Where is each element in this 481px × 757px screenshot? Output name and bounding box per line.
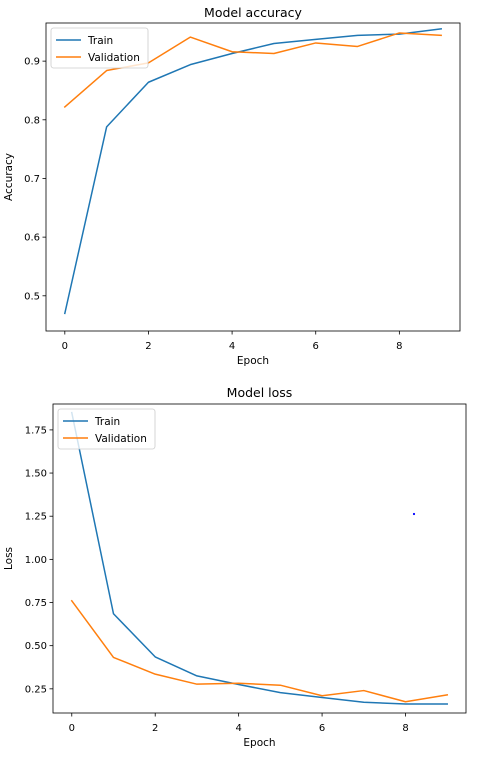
y-tick-label: 0.25 bbox=[25, 684, 47, 695]
y-tick-label: 0.7 bbox=[24, 174, 40, 185]
y-tick-label: 1.25 bbox=[25, 512, 47, 523]
x-tick-label: 0 bbox=[62, 341, 68, 352]
y-axis-label: Accuracy bbox=[3, 153, 15, 201]
chart-title: Model accuracy bbox=[204, 5, 303, 20]
legend-label-train: Train bbox=[87, 35, 113, 47]
legend-box bbox=[57, 408, 156, 450]
y-axis-label: Loss bbox=[3, 547, 15, 570]
legend: Train Validation bbox=[57, 408, 156, 450]
y-tick-label: 0.9 bbox=[24, 57, 40, 68]
y-tick-label: 1.75 bbox=[25, 425, 47, 436]
y-tick-label: 0.8 bbox=[24, 115, 40, 126]
x-tick-label: 8 bbox=[396, 341, 402, 352]
legend-label-validation: Validation bbox=[95, 433, 147, 445]
series-line-train bbox=[63, 28, 443, 315]
x-axis-label: Epoch bbox=[243, 737, 275, 749]
x-tick-label: 6 bbox=[313, 341, 319, 352]
axes-frame bbox=[52, 403, 467, 714]
x-tick-label: 2 bbox=[152, 723, 158, 734]
x-tick-label: 8 bbox=[402, 723, 408, 734]
x-tick-label: 2 bbox=[145, 341, 151, 352]
legend-label-train: Train bbox=[94, 416, 120, 428]
chart-title: Model loss bbox=[227, 385, 293, 400]
axes-frame bbox=[45, 22, 461, 332]
accuracy-chart: Model accuracy 0 2 4 6 8 0.5 0.6 0.7 0.8 0.9 Epoch A… bbox=[3, 5, 461, 367]
y-tick-label: 0.6 bbox=[24, 233, 40, 244]
legend-box bbox=[50, 27, 149, 69]
y-tick-label: 0.50 bbox=[25, 641, 47, 652]
x-tick-label: 0 bbox=[69, 723, 75, 734]
legend-label-validation: Validation bbox=[88, 52, 140, 64]
x-tick-label: 6 bbox=[319, 723, 325, 734]
loss-chart: Model loss 0 2 4 6 8 0.25 0.50 0.75 1.00 1.25 1.50 1… bbox=[3, 385, 467, 749]
x-tick-label: 4 bbox=[229, 341, 235, 352]
y-tick-label: 1.00 bbox=[25, 555, 47, 566]
stray-dot bbox=[412, 512, 416, 516]
y-tick-label: 0.75 bbox=[25, 598, 47, 609]
x-axis-label: Epoch bbox=[237, 355, 269, 367]
x-tick-label: 4 bbox=[235, 723, 241, 734]
series-line-validation bbox=[70, 599, 449, 703]
legend: Train Validation bbox=[50, 27, 149, 69]
y-tick-label: 0.5 bbox=[24, 291, 40, 302]
series-line-train bbox=[70, 411, 448, 705]
y-tick-label: 1.50 bbox=[25, 469, 47, 480]
